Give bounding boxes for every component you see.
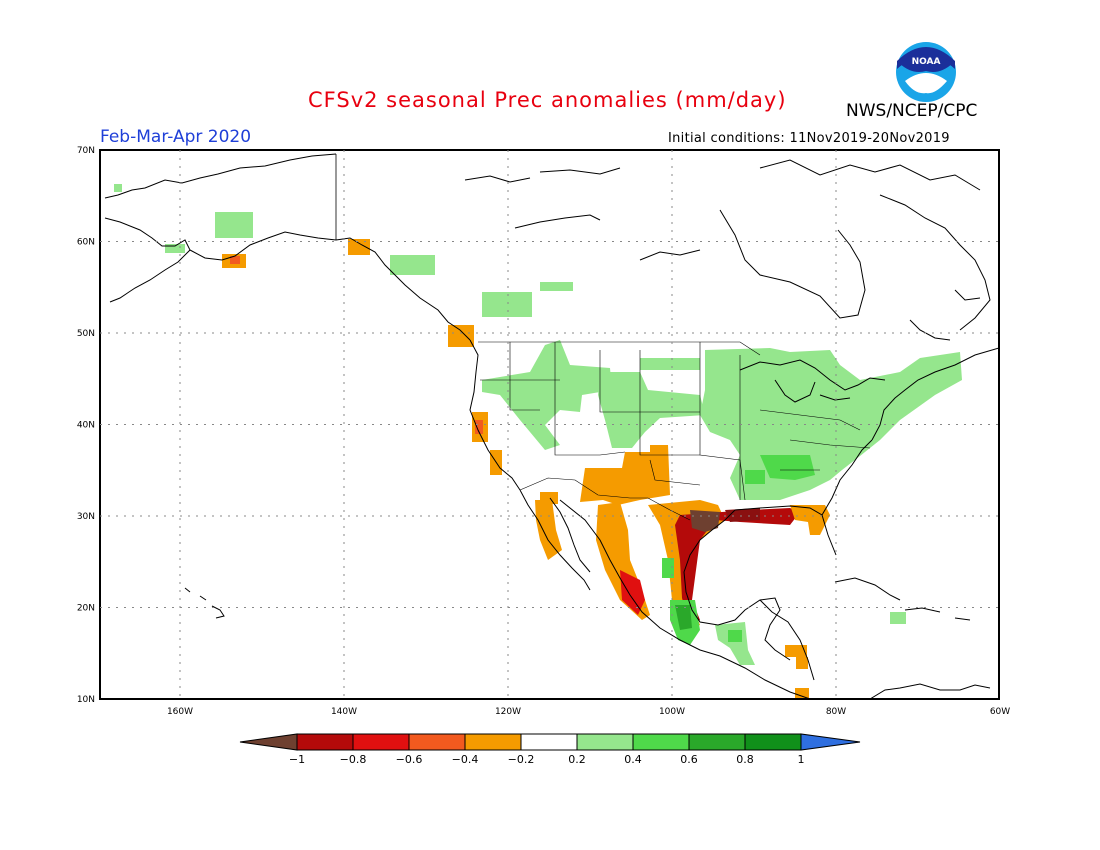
colorbar-swatch [464,733,522,751]
map-gridlines [100,150,999,699]
lat-tick-label: 20N [77,604,95,614]
lat-tick-label: 40N [77,421,95,431]
latitude-labels: 70N 60N 50N 40N 30N 20N 10N [77,146,95,705]
colorbar-arrow-high [800,733,861,751]
colorbar-label: 0.6 [680,753,698,766]
colorbar-label: 0.2 [568,753,586,766]
colorbar-swatch [296,733,354,751]
colorbar-swatch [632,733,690,751]
colorbar-swatch [520,733,578,751]
chart-title: CFSv2 seasonal Prec anomalies (mm/day) [308,88,787,112]
colorbar-label: −0.2 [508,753,535,766]
colorbar-label: 1 [798,753,805,766]
season-label: Feb-Mar-Apr 2020 [100,127,252,147]
lat-tick-label: 50N [77,329,95,339]
noaa-logo-icon: NOAA [896,42,956,102]
colorbar-swatch [352,733,410,751]
lon-tick-label: 160W [167,707,193,717]
colorbar-label: 0.4 [624,753,642,766]
colorbar-label: −0.8 [340,753,367,766]
colorbar-swatch [744,733,802,751]
longitude-labels: 160W 140W 120W 100W 80W 60W [167,707,1010,717]
colorbar-label: −0.6 [396,753,423,766]
lon-tick-label: 100W [659,707,685,717]
lon-tick-label: 120W [495,707,521,717]
colorbar-swatch [408,733,466,751]
lon-tick-label: 60W [990,707,1010,717]
colorbar-swatch [576,733,634,751]
colorbar-arrow-low [239,733,298,751]
initial-conditions-label: Initial conditions: 11Nov2019-20Nov2019 [668,131,950,146]
colorbar-swatch [688,733,746,751]
lon-tick-label: 140W [331,707,357,717]
agency-label: NWS/NCEP/CPC [846,101,978,121]
svg-text:NOAA: NOAA [912,57,941,67]
lat-tick-label: 10N [77,695,95,705]
lat-tick-label: 70N [77,146,95,156]
colorbar: −1 −0.8 −0.6 −0.4 −0.2 0.2 0.4 0.6 0.8 1 [239,733,861,766]
lon-tick-label: 80W [826,707,846,717]
coastline-layer [104,153,999,699]
anomaly-fill-layer [114,184,962,699]
colorbar-label: −0.4 [452,753,479,766]
colorbar-label: 0.8 [736,753,754,766]
lat-tick-label: 30N [77,512,95,522]
colorbar-label: −1 [289,753,305,766]
lat-tick-label: 60N [77,238,95,248]
state-border-layer [478,341,871,521]
